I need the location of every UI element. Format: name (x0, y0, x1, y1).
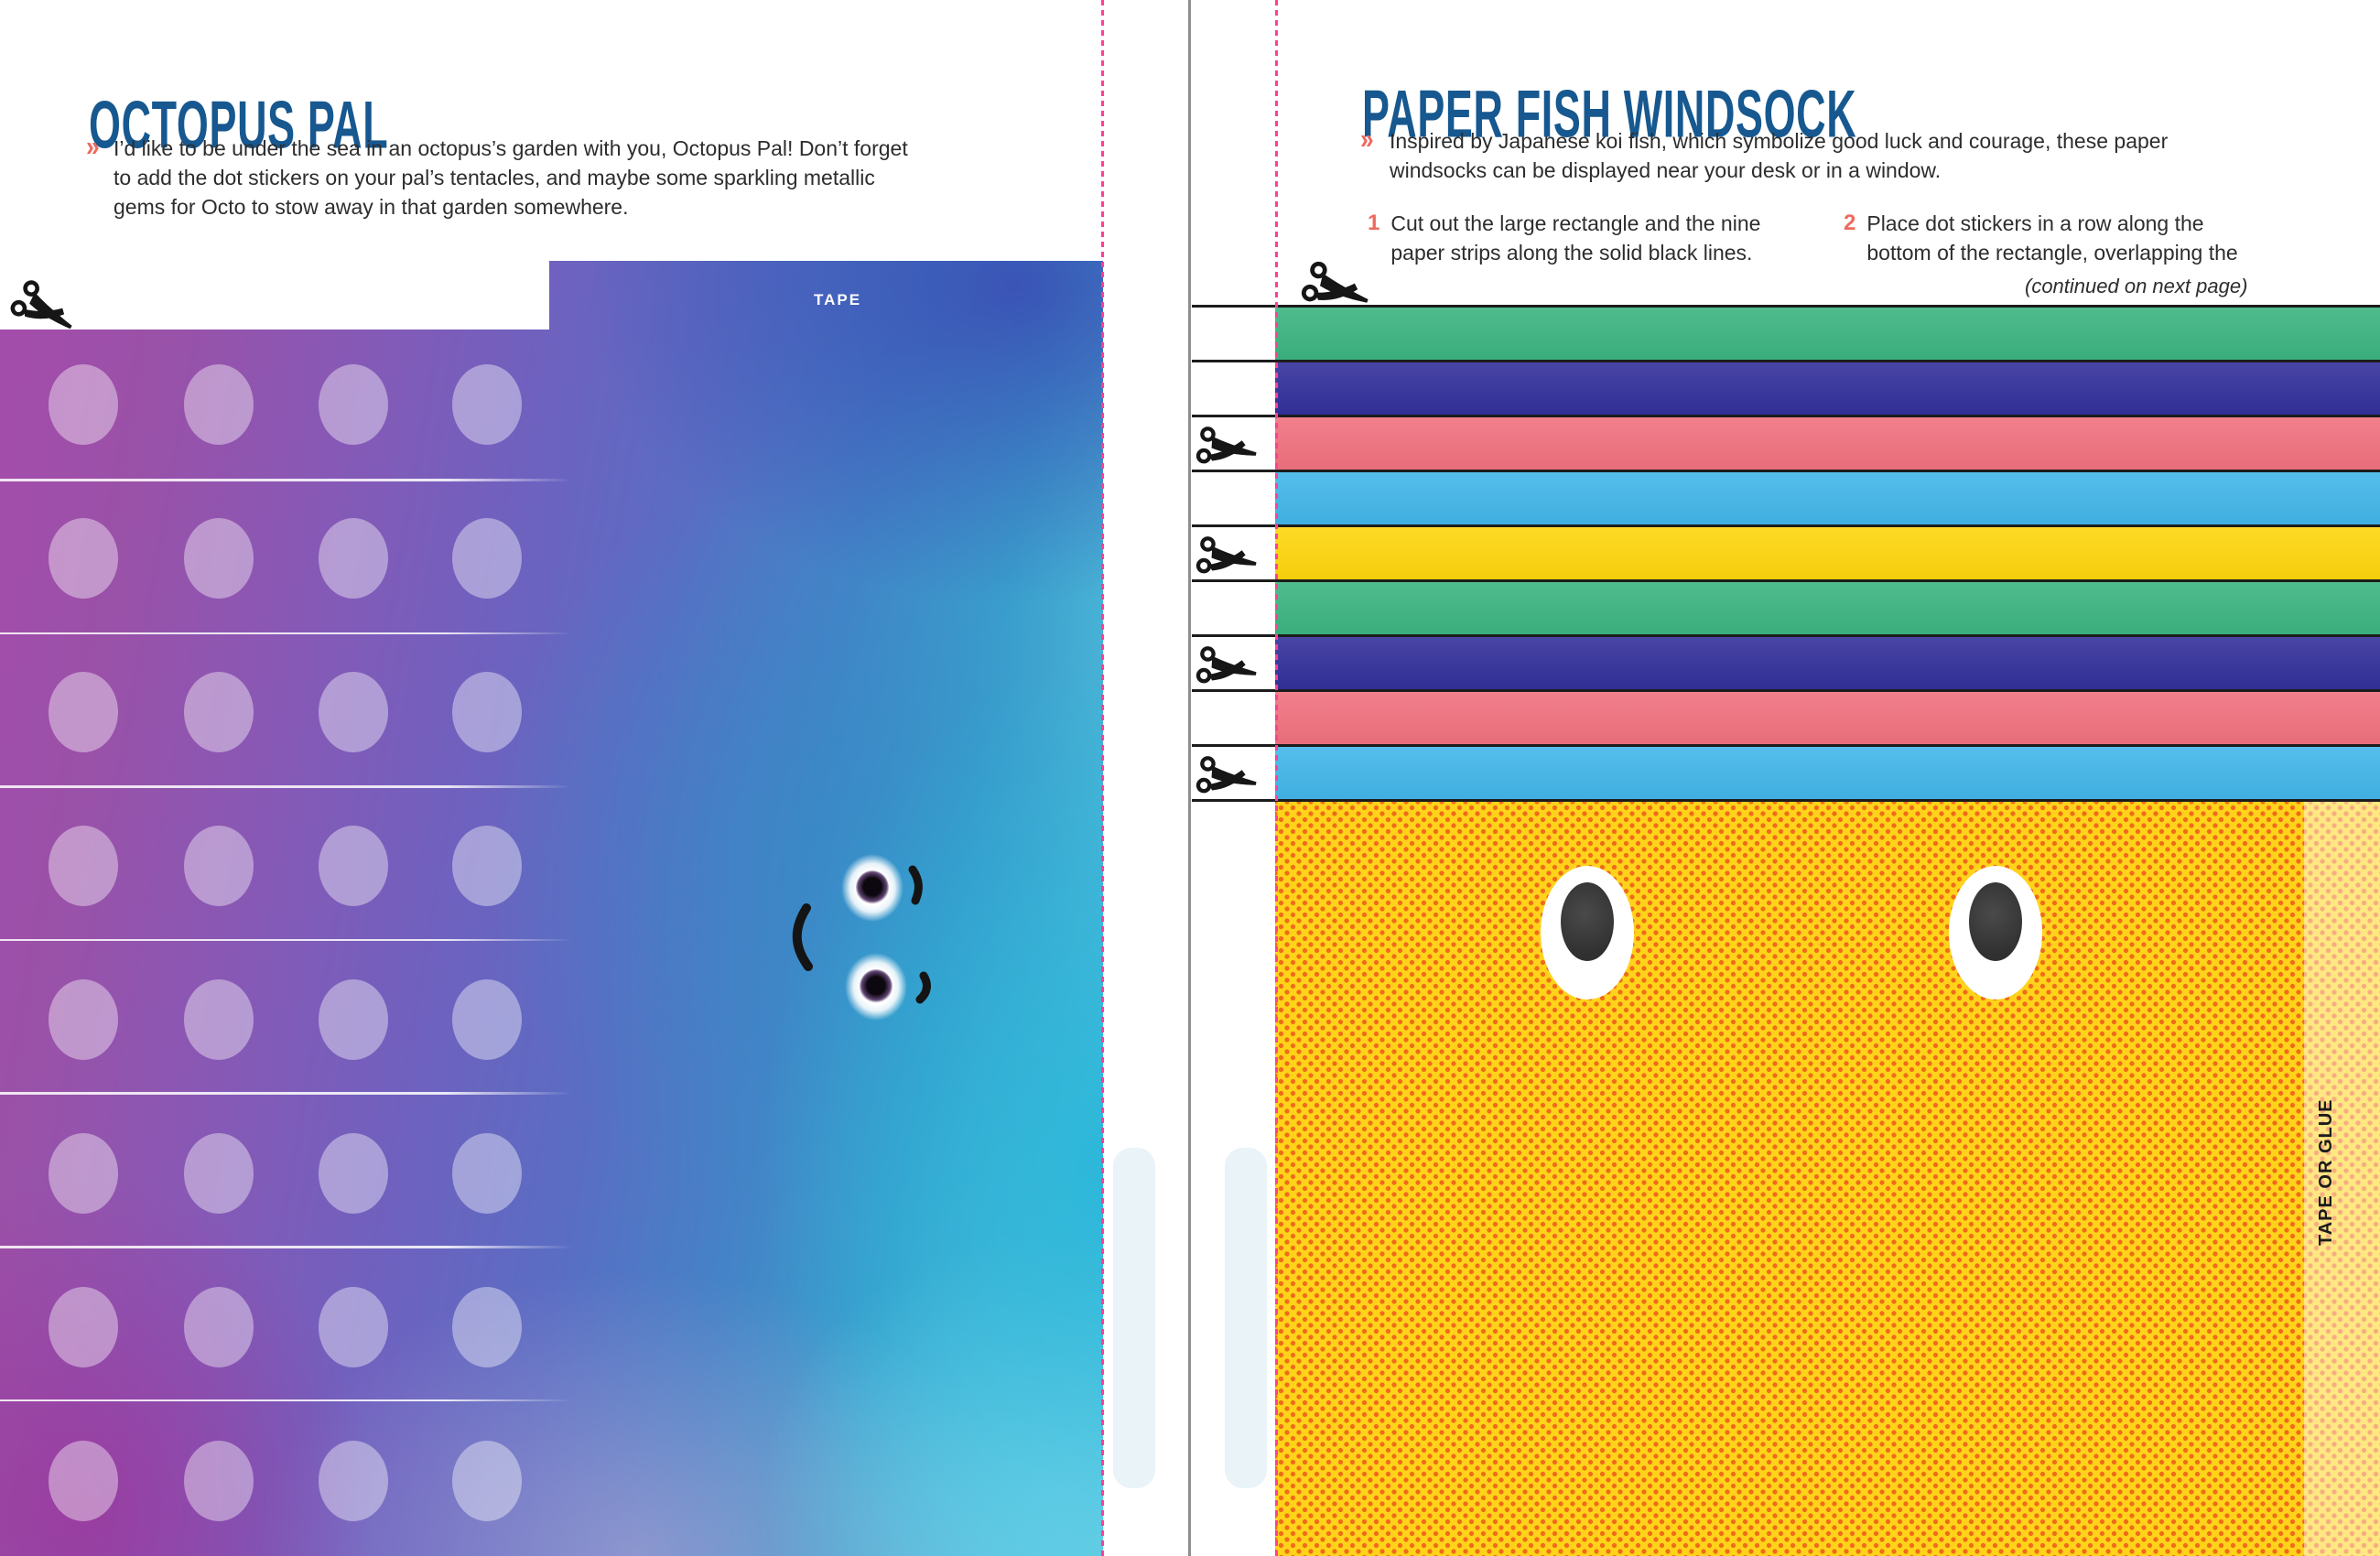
sticker-dot (184, 1133, 254, 1214)
octopus-watercolor-artwork: TAPE (0, 261, 1103, 1556)
tentacle-line (0, 1399, 572, 1402)
sticker-dot (49, 518, 118, 599)
sticker-dot (184, 1287, 254, 1367)
chevron-icon: » (86, 130, 100, 162)
sticker-dot (184, 979, 254, 1060)
fish-eye-right (1949, 866, 2042, 1000)
scissors-icon (1195, 424, 1262, 473)
sticker-dot (49, 1287, 118, 1367)
tape-or-glue-flap (2304, 802, 2380, 1556)
windsock-rectangle (1275, 802, 2380, 1556)
paper-strip-cyan (1275, 472, 2380, 524)
octopus-eye-top (841, 854, 903, 922)
tentacle-line (0, 785, 572, 788)
sticker-dot (184, 1441, 254, 1521)
cut-line (1192, 524, 2380, 527)
cut-line (1192, 799, 2380, 802)
octopus-face-marks-icon (792, 865, 931, 1004)
sticker-dot (319, 826, 388, 906)
sticker-dot (452, 364, 522, 445)
cut-line (1192, 360, 2380, 362)
fish-eye-left (1541, 866, 1634, 1000)
tentacle-line (0, 632, 572, 635)
paper-strip-green (1275, 308, 2380, 360)
octopus-pupil-icon (856, 870, 889, 905)
cut-line (1192, 744, 2380, 747)
paper-strip-navy (1275, 637, 2380, 689)
show-through-ghost-bar (1225, 1148, 1267, 1488)
scissors-icon (1195, 534, 1262, 583)
page-title-octopus-pal: OCTOPUS PAL (89, 87, 389, 163)
paper-strip-cyan (1275, 747, 2380, 799)
tentacle-line (0, 479, 572, 481)
sticker-dot (319, 1441, 388, 1521)
octopus-eye-bottom (845, 953, 907, 1021)
paper-strip-yellow (1275, 527, 2380, 579)
sticker-dot (452, 672, 522, 752)
tape-label: TAPE (814, 291, 862, 308)
sticker-dot (49, 979, 118, 1060)
sticker-dot (49, 1441, 118, 1521)
sticker-dot (452, 1441, 522, 1521)
cut-line (1192, 689, 2380, 692)
paper-strip-green (1275, 582, 2380, 634)
cut-line (1192, 634, 2380, 637)
octopus-pupil-icon (860, 969, 892, 1004)
sticker-dot (319, 1133, 388, 1214)
sticker-dot (184, 826, 254, 906)
sticker-dot (452, 979, 522, 1060)
sticker-dot (49, 826, 118, 906)
show-through-ghost-bar (1113, 1148, 1155, 1488)
sticker-dot (319, 518, 388, 599)
scissors-icon (1195, 753, 1262, 803)
sticker-dot (319, 364, 388, 445)
sticker-dot (452, 518, 522, 599)
tape-or-glue-label: TAPE OR GLUE (2316, 1098, 2336, 1246)
sticker-dot (452, 1133, 522, 1214)
paper-strip-pink (1275, 417, 2380, 470)
sticker-dot (184, 672, 254, 752)
sticker-dot (49, 1133, 118, 1214)
sticker-dot (452, 1287, 522, 1367)
paper-strip-navy (1275, 362, 2380, 415)
sticker-dot (49, 672, 118, 752)
sticker-dot (49, 364, 118, 445)
cut-line (1192, 415, 2380, 417)
step-1: 1 Cut out the large rectangle and the ni… (1368, 211, 1761, 265)
intro-paragraph-right: Inspired by Japanese koi fish, which sym… (1390, 129, 2169, 182)
cut-line (1192, 579, 2380, 582)
cut-line (1192, 305, 2380, 308)
fish-pupil-icon (1969, 882, 2022, 961)
tentacle-line (0, 1246, 572, 1248)
sticker-dot (319, 1287, 388, 1367)
step-2: 2 Place dot stickers in a row along the … (1844, 211, 2238, 265)
page-trim-line (1188, 0, 1191, 1556)
scissors-icon (1195, 643, 1262, 693)
sticker-dot (319, 979, 388, 1060)
paper-strip-pink (1275, 692, 2380, 744)
page-title-paper-fish-windsock: PAPER FISH WINDSOCK (1362, 76, 1857, 152)
intro-paragraph-left: I’d like to be under the sea in an octop… (114, 136, 908, 219)
sticker-dot (184, 518, 254, 599)
fold-line-left-page (1101, 0, 1104, 1556)
fold-line-right-page (1275, 0, 1278, 1556)
sticker-dot (319, 672, 388, 752)
continued-note: (continued on next page) (2025, 275, 2248, 297)
sticker-dot (452, 826, 522, 906)
chevron-icon: » (1360, 123, 1374, 155)
cut-line (1192, 470, 2380, 472)
fish-pupil-icon (1561, 882, 1614, 961)
tentacle-line (0, 1092, 572, 1095)
tentacle-line (0, 938, 572, 942)
sticker-dot (184, 364, 254, 445)
